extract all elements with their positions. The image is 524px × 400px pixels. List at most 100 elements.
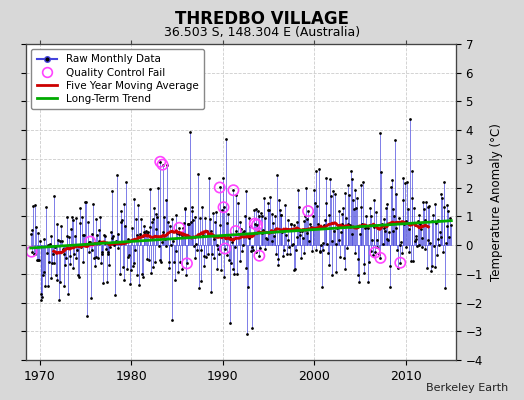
Point (370, 196, 378, 203)
Point (115, 240, 123, 246)
Point (224, 211, 232, 217)
Point (140, 229, 148, 236)
Point (321, 216, 329, 223)
Point (47, 275, 55, 281)
Point (128, 225, 136, 232)
Point (191, 255, 200, 262)
Point (336, 254, 344, 260)
Point (215, 184, 224, 191)
Point (86, 238, 94, 245)
Point (125, 252, 133, 258)
Point (390, 213, 398, 219)
Point (63, 233, 72, 240)
Point (205, 175, 213, 181)
Point (328, 272, 336, 278)
Point (172, 212, 180, 218)
Point (397, 238, 405, 245)
Point (129, 196, 138, 202)
Point (255, 252, 264, 259)
Point (282, 251, 291, 257)
Point (287, 221, 296, 228)
Point (386, 284, 394, 291)
Point (133, 272, 141, 278)
Point (147, 270, 155, 276)
Point (322, 200, 331, 206)
Point (443, 202, 451, 208)
Point (36, 238, 44, 244)
Point (409, 258, 418, 264)
Point (434, 217, 443, 223)
Point (174, 230, 183, 237)
Point (85, 249, 94, 256)
Point (362, 212, 370, 219)
Point (44, 282, 52, 289)
Point (91, 263, 99, 269)
Point (344, 182, 352, 188)
Point (106, 244, 114, 250)
Point (412, 236, 420, 242)
Point (344, 221, 353, 227)
Point (139, 223, 148, 230)
Point (374, 225, 383, 232)
Point (275, 197, 283, 204)
Point (440, 178, 449, 185)
Point (384, 237, 392, 244)
Point (375, 250, 383, 257)
Point (212, 266, 221, 272)
Point (47, 233, 56, 240)
Point (94, 226, 103, 233)
Point (247, 325, 256, 332)
Point (383, 201, 391, 207)
Point (93, 232, 101, 238)
Point (334, 224, 342, 230)
Point (401, 180, 409, 186)
Point (279, 226, 288, 233)
Point (39, 235, 48, 242)
Point (110, 241, 118, 248)
Point (51, 244, 59, 250)
Point (293, 219, 302, 225)
Point (181, 206, 190, 212)
Point (106, 228, 115, 235)
Point (156, 158, 165, 165)
Point (137, 216, 146, 223)
Point (305, 220, 314, 227)
Point (202, 253, 210, 260)
Point (346, 168, 355, 174)
Point (87, 295, 95, 302)
Point (168, 316, 177, 323)
Point (371, 249, 379, 256)
Point (285, 243, 293, 250)
Point (126, 281, 134, 287)
Point (40, 269, 49, 275)
Point (257, 210, 265, 216)
Point (30, 251, 39, 257)
Point (220, 204, 228, 210)
Point (39, 272, 47, 278)
Point (171, 248, 180, 254)
Point (203, 228, 211, 234)
Point (183, 220, 192, 227)
Point (371, 249, 379, 256)
Point (323, 241, 331, 248)
Point (151, 210, 160, 217)
Point (373, 244, 381, 250)
Point (201, 215, 210, 221)
Point (311, 168, 320, 174)
Legend: Raw Monthly Data, Quality Control Fail, Five Year Moving Average, Long-Term Tren: Raw Monthly Data, Quality Control Fail, … (31, 49, 204, 109)
Point (175, 224, 183, 231)
Point (100, 232, 108, 238)
Point (206, 288, 215, 295)
Point (189, 216, 197, 223)
Point (315, 248, 324, 254)
Point (247, 248, 255, 254)
Point (237, 226, 245, 232)
Point (243, 331, 252, 337)
Point (324, 250, 332, 256)
Point (117, 218, 126, 225)
Point (180, 205, 189, 212)
Point (161, 196, 170, 203)
Point (245, 214, 254, 221)
Point (155, 243, 163, 250)
Point (178, 233, 186, 240)
